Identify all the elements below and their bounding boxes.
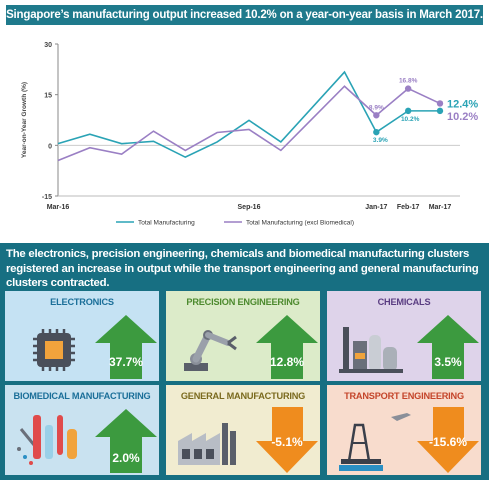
clusters-subheading: The electronics, precision engineering, … (6, 248, 479, 289)
card-graphic (178, 407, 318, 473)
x-tick-label: Mar-17 (429, 204, 452, 211)
legend-label: Total Manufacturing (138, 220, 195, 227)
cluster-name: CHEMICALS (377, 297, 431, 307)
clusters-panel: The electronics, precision engineering, … (0, 243, 489, 480)
card-graphic (33, 315, 157, 379)
cluster-card-transport-engineering: TRANSPORT ENGINEERING -15.6% (327, 385, 481, 475)
up-arrow (95, 409, 157, 473)
line-chart: 30 15 0 -15 Year-on-Year Growth (%) Mar-16 Sep… (21, 42, 478, 227)
data-point-0 (373, 128, 380, 136)
down-arrow (417, 407, 479, 473)
cluster-value: 12.8% (269, 355, 305, 369)
up-arrow (95, 315, 157, 379)
data-point-1 (373, 112, 380, 119)
cluster-name: ELECTRONICS (50, 297, 114, 307)
data-point-1 (404, 85, 412, 92)
y-axis-label: Year-on-Year Growth (%) (21, 82, 28, 158)
microchip-icon (33, 329, 75, 371)
y-tick-label: 0 (48, 143, 52, 150)
lab-tools-icon (17, 415, 77, 465)
card-graphic (17, 409, 157, 473)
cluster-card-biomedical-manufacturing: BIOMEDICAL MANUFACTURING 2.0% (5, 385, 159, 475)
cluster-name: PRECISION ENGINEERING (186, 297, 300, 307)
cluster-card-precision-engineering: PRECISION ENGINEERING 12.8% (166, 291, 320, 381)
x-tick-label: Sep-16 (238, 204, 261, 211)
cluster-name: BIOMEDICAL MANUFACTURING (13, 391, 151, 401)
cluster-name: GENERAL MANUFACTURING (180, 391, 306, 401)
refinery-icon (339, 327, 403, 373)
cluster-value: -15.6% (428, 435, 468, 449)
cluster-value: -5.1% (271, 435, 303, 449)
legend-label: Total Manufacturing (excl Biomedical) (246, 220, 354, 227)
point-label: 16.8% (399, 78, 418, 85)
end-label: 10.2% (447, 111, 478, 123)
up-arrow (417, 315, 479, 379)
x-tick-label: Mar-16 (47, 204, 70, 211)
end-label: 12.4% (447, 98, 478, 110)
card-graphic (339, 407, 479, 473)
series-line-0 (57, 70, 440, 159)
cluster-value: 3.5% (434, 355, 462, 369)
card-graphic (184, 315, 318, 379)
y-tick-label: 30 (44, 42, 52, 49)
cluster-name: TRANSPORT ENGINEERING (344, 391, 464, 401)
chart-panel: Singapore’s manufacturing output increas… (6, 5, 484, 227)
data-point-1 (436, 100, 444, 107)
cluster-value: 37.7% (108, 355, 144, 369)
oil-rig-plane-icon (339, 413, 411, 471)
down-arrow (256, 407, 318, 473)
up-arrow (256, 315, 318, 379)
y-tick-label: 15 (44, 93, 52, 100)
data-point-0 (404, 107, 412, 115)
cluster-value: 2.0% (112, 451, 140, 465)
point-label: 8.9% (369, 104, 384, 111)
card-graphic (339, 315, 479, 379)
factory-icon (178, 423, 236, 465)
point-label: 3.9% (373, 137, 388, 144)
robotic-arm-icon (184, 330, 237, 371)
data-point-0 (436, 107, 444, 115)
x-tick-label: Jan-17 (365, 204, 387, 211)
series-line-1 (57, 85, 441, 162)
chart-title: Singapore’s manufacturing output increas… (6, 5, 483, 25)
x-tick-label: Feb-17 (397, 204, 420, 211)
cluster-card-electronics: ELECTRONICS 37.7% (5, 291, 159, 381)
point-label: 10.2% (401, 116, 420, 123)
cluster-card-chemicals: CHEMICALS 3.5% (327, 291, 481, 381)
cluster-card-general-manufacturing: GENERAL MANUFACTURING -5.1% (166, 385, 320, 475)
y-tick-label: -15 (42, 194, 52, 201)
